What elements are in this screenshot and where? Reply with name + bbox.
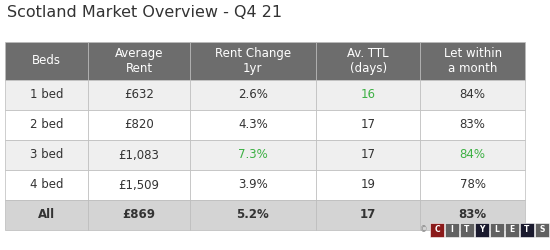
Bar bbox=[316, 42, 420, 80]
Bar bbox=[420, 42, 525, 80]
Text: T: T bbox=[464, 226, 470, 234]
Text: 2.6%: 2.6% bbox=[238, 88, 268, 102]
Text: Average
Rent: Average Rent bbox=[115, 47, 163, 75]
Text: Y: Y bbox=[479, 226, 485, 234]
Bar bbox=[88, 170, 190, 200]
Text: E: E bbox=[509, 226, 515, 234]
Text: 84%: 84% bbox=[460, 88, 486, 102]
Bar bbox=[88, 42, 190, 80]
Text: Scotland Market Overview - Q4 21: Scotland Market Overview - Q4 21 bbox=[7, 5, 282, 20]
Bar bbox=[420, 140, 525, 170]
Text: C: C bbox=[434, 226, 440, 234]
Bar bbox=[5, 110, 88, 140]
Text: £820: £820 bbox=[124, 118, 154, 132]
Text: £632: £632 bbox=[124, 88, 154, 102]
Text: 2 bed: 2 bed bbox=[30, 118, 63, 132]
Bar bbox=[420, 80, 525, 110]
Text: 16: 16 bbox=[361, 88, 376, 102]
Bar bbox=[460, 223, 474, 237]
Bar bbox=[190, 140, 316, 170]
Text: £1,083: £1,083 bbox=[119, 148, 160, 162]
Bar bbox=[505, 223, 519, 237]
Bar bbox=[5, 42, 88, 80]
Text: £1,509: £1,509 bbox=[118, 178, 160, 192]
Text: ©: © bbox=[420, 226, 427, 234]
Text: 78%: 78% bbox=[460, 178, 486, 192]
Text: 17: 17 bbox=[360, 208, 376, 222]
Text: 7.3%: 7.3% bbox=[238, 148, 268, 162]
Text: 4.3%: 4.3% bbox=[238, 118, 268, 132]
Text: 3 bed: 3 bed bbox=[30, 148, 63, 162]
Bar bbox=[190, 42, 316, 80]
Text: T: T bbox=[524, 226, 530, 234]
Text: Rent Change
1yr: Rent Change 1yr bbox=[215, 47, 291, 75]
Bar bbox=[316, 170, 420, 200]
Text: 83%: 83% bbox=[460, 118, 486, 132]
Text: 83%: 83% bbox=[459, 208, 487, 222]
Bar bbox=[88, 140, 190, 170]
Bar bbox=[190, 110, 316, 140]
Bar bbox=[5, 200, 88, 230]
Bar bbox=[490, 223, 504, 237]
Bar bbox=[190, 170, 316, 200]
Text: 17: 17 bbox=[361, 148, 376, 162]
Bar bbox=[420, 200, 525, 230]
Bar bbox=[430, 223, 444, 237]
Bar bbox=[316, 80, 420, 110]
Text: Beds: Beds bbox=[32, 54, 61, 68]
Text: 17: 17 bbox=[361, 118, 376, 132]
Text: 4 bed: 4 bed bbox=[30, 178, 63, 192]
Text: Let within
a month: Let within a month bbox=[444, 47, 502, 75]
Bar bbox=[88, 80, 190, 110]
Bar bbox=[535, 223, 549, 237]
Text: S: S bbox=[540, 226, 544, 234]
Text: £869: £869 bbox=[123, 208, 156, 222]
Bar bbox=[190, 80, 316, 110]
Text: 1 bed: 1 bed bbox=[30, 88, 63, 102]
Bar bbox=[5, 140, 88, 170]
Bar bbox=[420, 170, 525, 200]
Bar bbox=[420, 110, 525, 140]
Bar bbox=[5, 80, 88, 110]
Bar bbox=[190, 200, 316, 230]
Text: 5.2%: 5.2% bbox=[236, 208, 270, 222]
Bar bbox=[5, 170, 88, 200]
Text: 84%: 84% bbox=[460, 148, 486, 162]
Bar bbox=[316, 200, 420, 230]
Bar bbox=[316, 140, 420, 170]
Bar bbox=[475, 223, 489, 237]
Text: All: All bbox=[38, 208, 55, 222]
Text: L: L bbox=[494, 226, 499, 234]
Bar bbox=[88, 110, 190, 140]
Bar bbox=[88, 200, 190, 230]
Text: Av. TTL
(days): Av. TTL (days) bbox=[348, 47, 389, 75]
Text: 3.9%: 3.9% bbox=[238, 178, 268, 192]
Text: 19: 19 bbox=[361, 178, 376, 192]
Text: I: I bbox=[450, 226, 453, 234]
Bar bbox=[445, 223, 459, 237]
Bar bbox=[520, 223, 534, 237]
Bar bbox=[316, 110, 420, 140]
